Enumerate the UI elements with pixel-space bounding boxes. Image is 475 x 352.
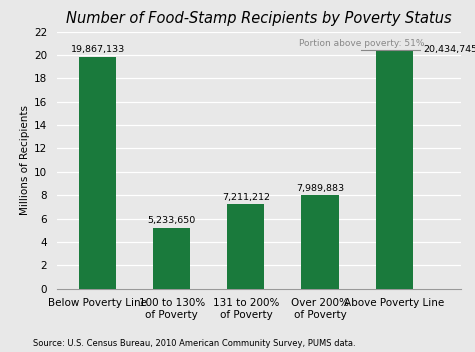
Text: 5,233,650: 5,233,650: [148, 216, 196, 225]
Bar: [79, 57, 116, 289]
Text: 19,867,133: 19,867,133: [71, 45, 125, 54]
Text: Portion above poverty: 51%: Portion above poverty: 51%: [299, 39, 425, 48]
Bar: [228, 205, 265, 289]
Bar: [376, 50, 413, 289]
Text: Source: U.S. Census Bureau, 2010 American Community Survey, PUMS data.: Source: U.S. Census Bureau, 2010 America…: [33, 339, 356, 348]
Title: Number of Food-Stamp Recipients by Poverty Status: Number of Food-Stamp Recipients by Pover…: [66, 11, 452, 26]
Bar: [302, 195, 339, 289]
Text: 7,989,883: 7,989,883: [296, 184, 344, 193]
Text: 20,434,745: 20,434,745: [424, 45, 475, 55]
Text: 7,211,212: 7,211,212: [222, 193, 270, 202]
Y-axis label: Millions of Recipients: Millions of Recipients: [20, 105, 30, 215]
Bar: [153, 227, 190, 289]
